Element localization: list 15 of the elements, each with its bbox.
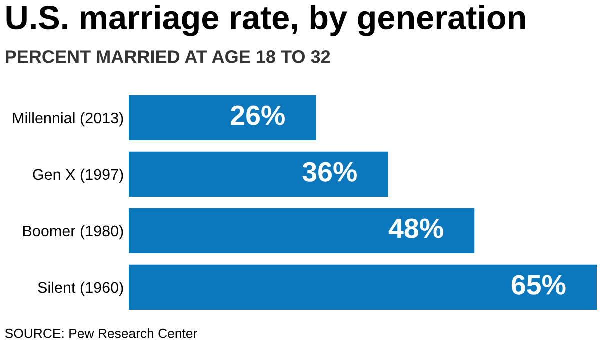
source-note: SOURCE: Pew Research Center bbox=[5, 328, 198, 338]
data-label: 65% bbox=[512, 275, 566, 295]
bar bbox=[129, 208, 475, 254]
y-tick-label: Gen X (1997) bbox=[33, 168, 124, 184]
chart-subtitle: PERCENT MARRIED AT AGE 18 TO 32 bbox=[6, 50, 330, 64]
bar bbox=[129, 95, 316, 141]
y-tick-label: Boomer (1980) bbox=[24, 225, 124, 240]
data-label: 36% bbox=[302, 162, 357, 182]
bar bbox=[129, 264, 597, 310]
y-tick-label: Millennial (2013) bbox=[13, 112, 124, 127]
data-label: 48% bbox=[388, 218, 444, 238]
chart-title: U.S. marriage rate, by generation bbox=[6, 5, 526, 36]
bar bbox=[129, 152, 388, 198]
y-tick-label: Silent (1960) bbox=[38, 282, 124, 296]
data-label: 26% bbox=[231, 106, 285, 126]
